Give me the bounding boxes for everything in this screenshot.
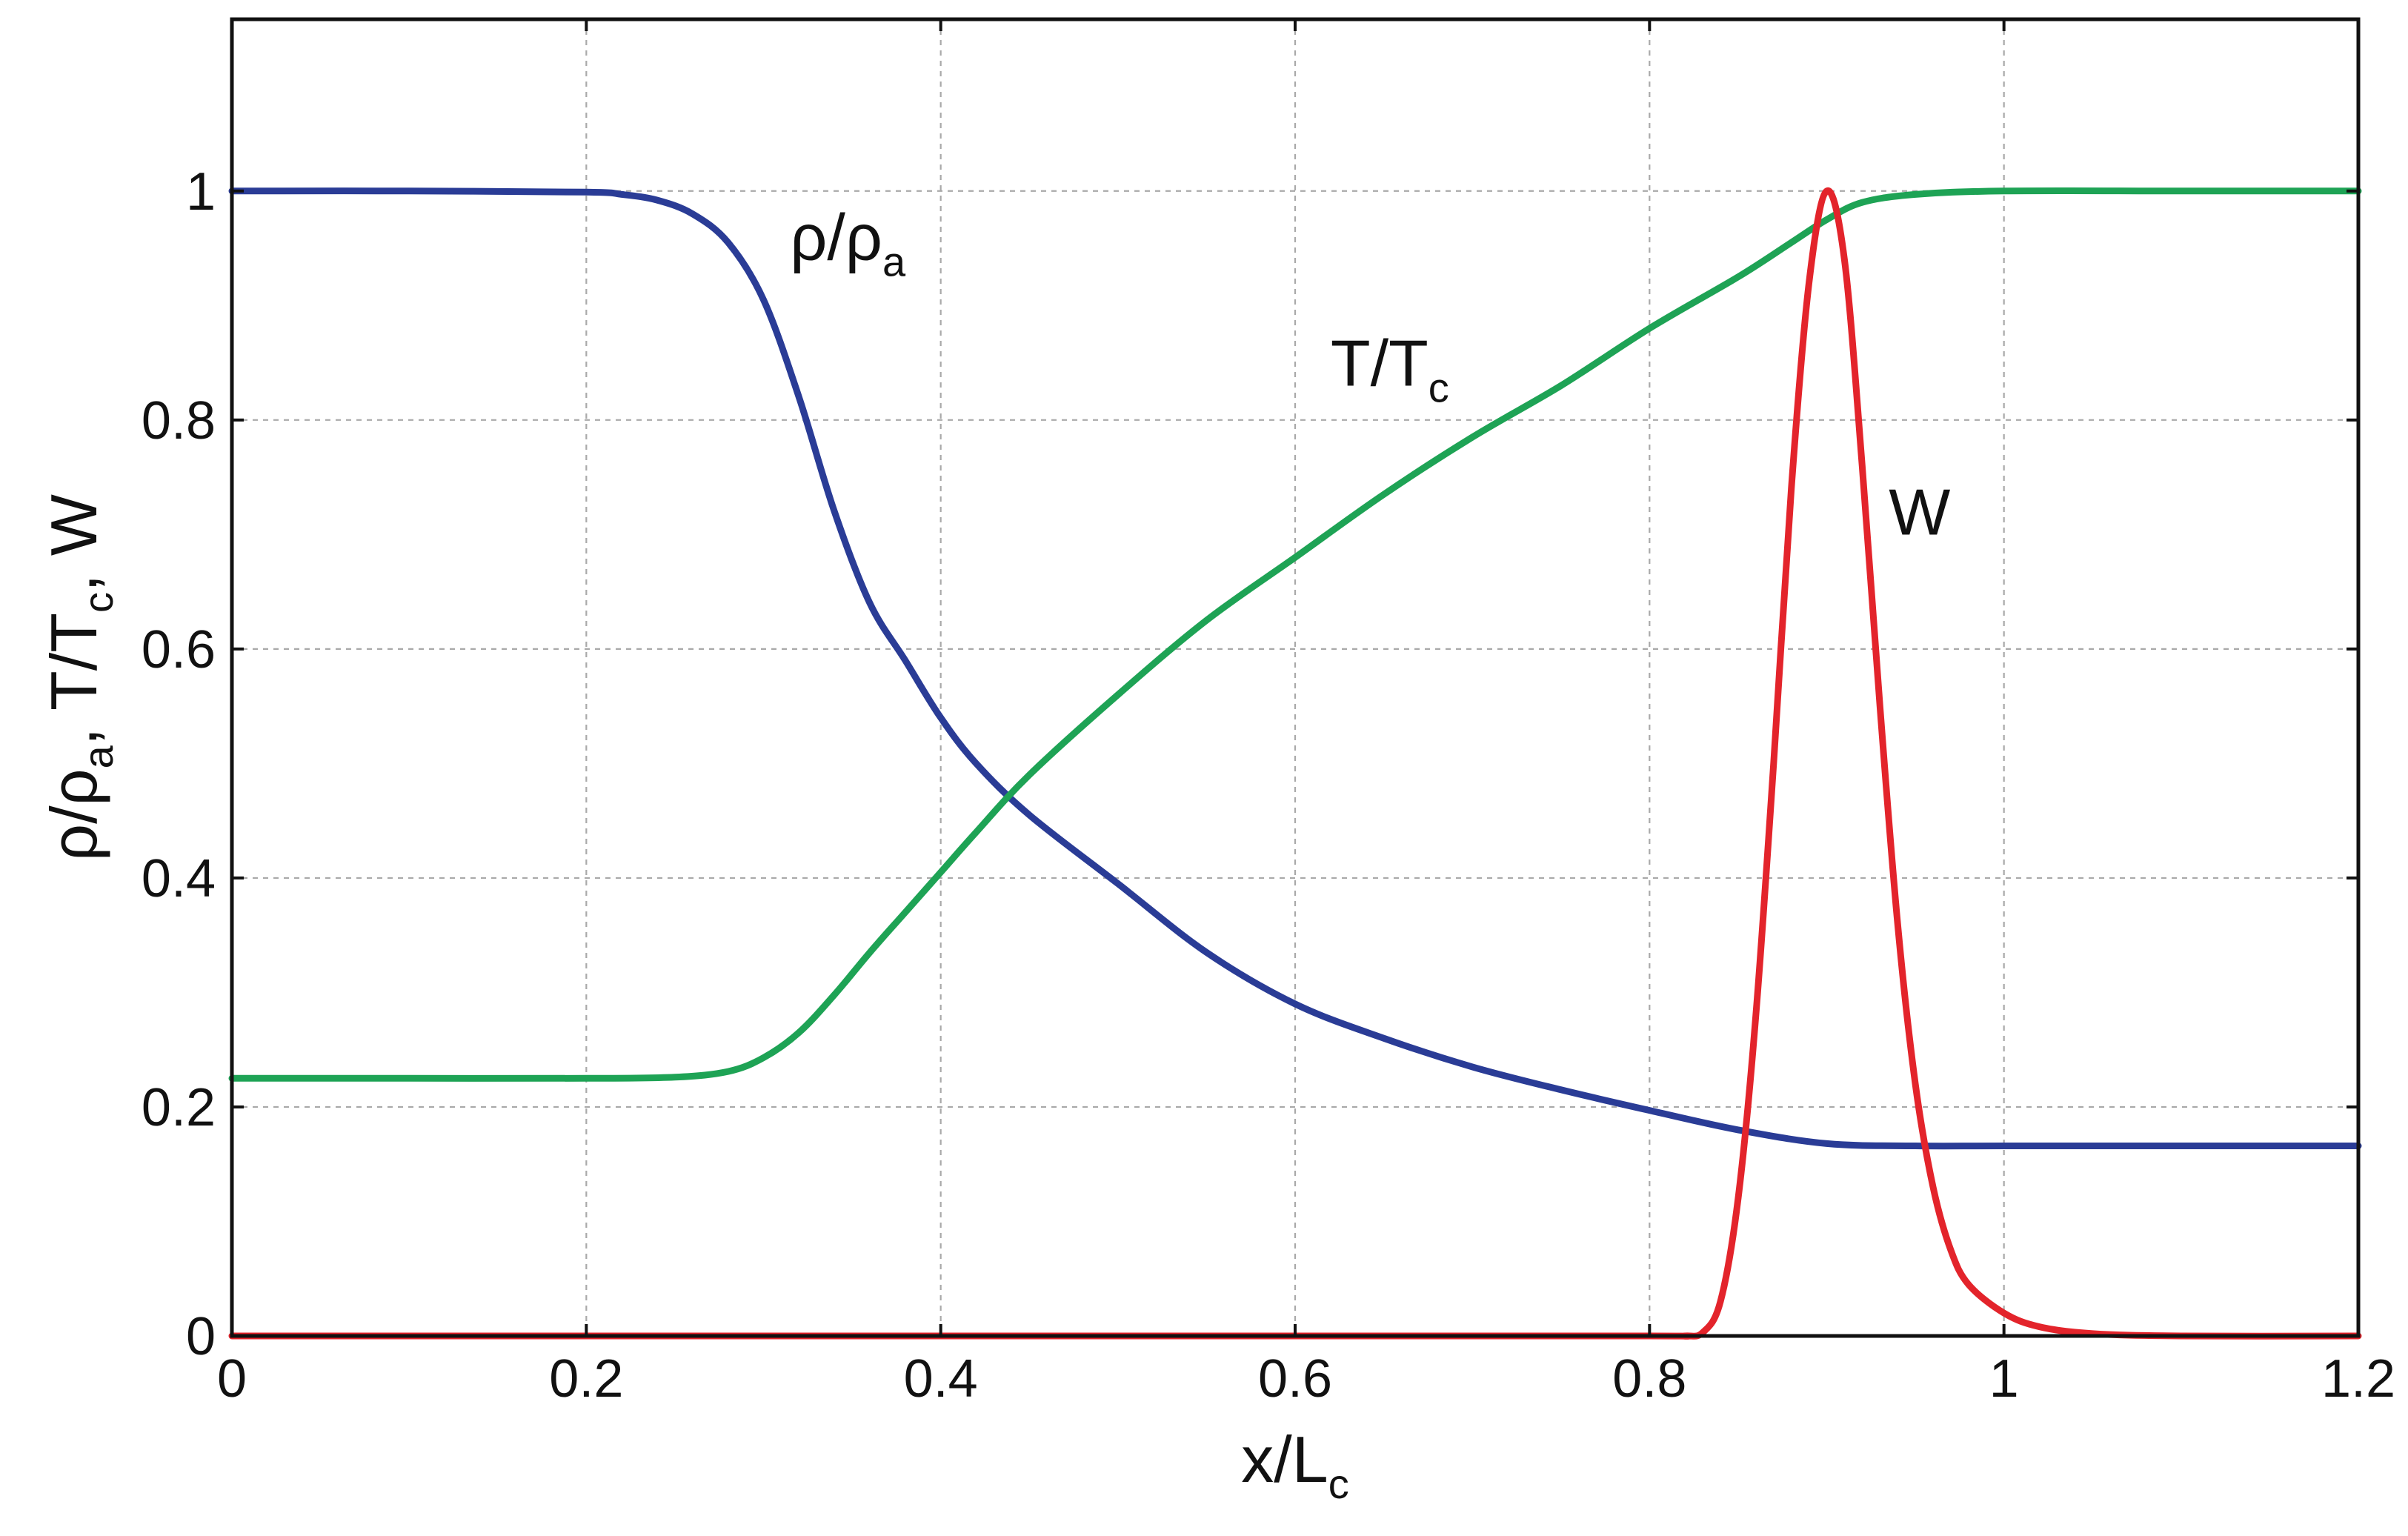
y-axis-title-part-3: , W [37,494,110,592]
x-tick-label: 0.4 [904,1349,978,1409]
y-tick-label: 0.6 [142,620,216,679]
x-axis-title-main: x/L [1241,1423,1328,1496]
curve-label-rho-sub: a [882,238,906,285]
y-axis-title-part-2: , T/T [37,613,110,745]
y-axis-title-sub-2: c [75,592,122,613]
y-axis-title-sub-1: a [75,745,122,768]
curve-labels: ρ/ρa T/Tc W [790,200,1950,548]
curve-label-W-main: W [1889,475,1950,548]
curve-label-T-sub: c [1428,364,1449,410]
x-tick-label: 1 [1989,1349,2019,1409]
y-tick-label: 0.2 [142,1078,216,1137]
ticks [230,19,2360,1337]
y-axis-title: ρ/ρa, T/Tc, W [37,494,122,861]
y-tick-label: 1 [186,162,216,222]
series-line-T [228,187,2362,1082]
curve-label-rho-main: ρ/ρ [790,200,882,273]
x-tick-label: 1.2 [2321,1349,2395,1409]
x-axis-title: x/Lc [1241,1423,1348,1507]
y-tick-labels: 0 0.2 0.4 0.6 0.8 1 [142,162,216,1366]
x-tick-label: 0.8 [1612,1349,1686,1409]
x-tick-label: 0.6 [1258,1349,1332,1409]
curve-label-T: T/Tc [1331,326,1449,410]
y-tick-label: 0.8 [142,391,216,451]
curve-label-W: W [1889,475,1950,548]
series-line-rho [228,187,2362,1150]
x-axis-title-sub: c [1328,1460,1349,1507]
x-tick-label: 0.2 [549,1349,623,1409]
y-tick-label: 0 [186,1307,216,1366]
curve-label-T-main: T/T [1331,326,1428,399]
x-tick-labels: 0 0.2 0.4 0.6 0.8 1 1.2 [217,1349,2395,1409]
curve-label-rho: ρ/ρa [790,200,906,285]
y-axis-title-part-1: ρ/ρ [37,768,110,861]
y-tick-label: 0.4 [142,849,216,908]
x-tick-label: 0 [217,1349,247,1409]
